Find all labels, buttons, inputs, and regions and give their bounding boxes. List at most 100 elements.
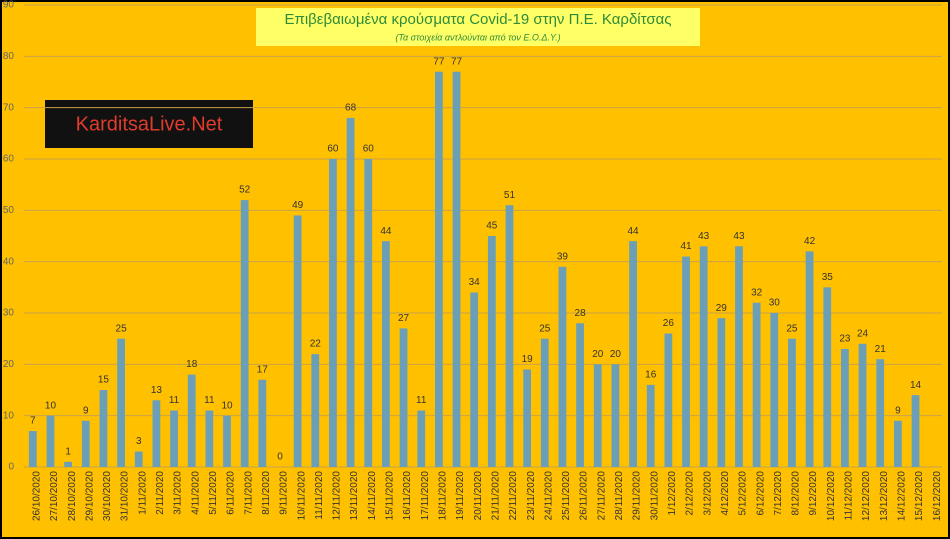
value-label: 77 — [451, 56, 463, 67]
value-label: 7 — [30, 416, 36, 427]
bar — [417, 410, 426, 467]
x-tick-label: 5/12/2020 — [738, 471, 749, 516]
x-tick-label: 31/10/2020 — [120, 471, 131, 521]
bar — [911, 395, 920, 467]
x-tick-label: 5/11/2020 — [208, 471, 219, 515]
value-label: 25 — [116, 323, 128, 334]
bar — [99, 390, 108, 467]
x-tick-label: 1/11/2020 — [137, 471, 148, 515]
value-label: 1 — [65, 447, 71, 458]
bar — [187, 374, 196, 467]
value-label: 21 — [875, 344, 887, 355]
y-tick-label: 20 — [3, 359, 15, 370]
value-label: 25 — [539, 323, 551, 334]
bar — [399, 328, 408, 467]
value-label: 41 — [680, 241, 692, 252]
bar — [223, 415, 231, 467]
value-label: 17 — [257, 364, 269, 375]
bar — [629, 241, 637, 467]
value-label: 16 — [645, 370, 657, 381]
x-tick-label: 29/11/2020 — [632, 471, 643, 521]
x-tick-label: 12/12/2020 — [861, 471, 872, 521]
y-tick-label: 40 — [3, 256, 15, 267]
bar — [788, 338, 796, 467]
x-tick-label: 13/12/2020 — [879, 471, 890, 521]
x-tick-label: 18/11/2020 — [438, 471, 449, 521]
chart-title: Επιβεβαιωμένα κρούσματα Covid-19 στην Π.… — [284, 11, 671, 28]
x-tick-label: 28/10/2020 — [67, 471, 78, 521]
bar — [434, 71, 443, 467]
x-tick-label: 7/12/2020 — [773, 471, 784, 516]
x-tick-label: 16/11/2020 — [402, 471, 413, 521]
bar — [858, 343, 867, 467]
x-tick-label: 24/11/2020 — [543, 471, 554, 521]
bar — [717, 318, 726, 467]
value-label: 20 — [592, 349, 604, 360]
x-tick-label: 6/11/2020 — [226, 471, 237, 515]
value-label: 9 — [895, 405, 901, 416]
value-label: 14 — [910, 380, 922, 391]
x-tick-label: 22/11/2020 — [508, 471, 519, 521]
value-label: 0 — [277, 452, 283, 463]
value-label: 68 — [345, 103, 357, 114]
bar — [805, 251, 814, 467]
value-label: 34 — [469, 277, 481, 288]
x-tick-label: 26/11/2020 — [579, 471, 590, 521]
bar — [382, 241, 390, 467]
bar — [558, 266, 567, 467]
bar — [170, 410, 178, 467]
bar — [258, 379, 267, 467]
bar — [46, 415, 55, 467]
value-label: 77 — [433, 56, 445, 67]
x-tick-label: 3/12/2020 — [702, 471, 713, 516]
bar — [770, 313, 779, 467]
x-tick-label: 4/11/2020 — [190, 471, 201, 515]
x-tick-label: 27/10/2020 — [49, 471, 60, 521]
value-label: 10 — [221, 400, 233, 411]
logo: KarditsaLive.Net — [76, 113, 223, 135]
chart-subtitle: (Τα στοιχεία αντλούνται από τον Ε.Ο.Δ.Υ.… — [395, 32, 560, 42]
bar — [576, 323, 584, 467]
x-tick-label: 21/11/2020 — [490, 471, 501, 521]
value-label: 26 — [663, 318, 675, 329]
x-tick-label: 11/11/2020 — [314, 471, 325, 520]
value-label: 10 — [45, 400, 57, 411]
x-tick-label: 1/12/2020 — [667, 471, 678, 516]
bar — [646, 384, 655, 467]
x-tick-label: 8/12/2020 — [791, 471, 802, 516]
x-tick-label: 15/12/2020 — [914, 471, 925, 521]
bar — [752, 302, 761, 467]
bar — [523, 369, 532, 467]
x-tick-label: 17/11/2020 — [420, 471, 431, 521]
x-tick-label: 30/11/2020 — [649, 471, 660, 521]
x-tick-label: 13/11/2020 — [349, 471, 360, 521]
bar — [134, 451, 143, 467]
value-label: 35 — [822, 272, 834, 283]
value-label: 43 — [698, 231, 710, 242]
value-label: 24 — [857, 328, 869, 339]
bar — [152, 400, 161, 467]
value-label: 44 — [380, 226, 392, 237]
x-tick-label: 9/11/2020 — [279, 471, 290, 515]
bar — [841, 348, 849, 467]
x-tick-label: 4/12/2020 — [720, 471, 731, 516]
value-label: 42 — [804, 236, 816, 247]
value-label: 25 — [786, 323, 798, 334]
value-label: 45 — [486, 221, 498, 232]
x-tick-label: 2/11/2020 — [155, 471, 166, 515]
bar — [329, 159, 337, 467]
bar — [28, 431, 37, 467]
x-tick-label: 26/10/2020 — [31, 471, 42, 521]
value-label: 49 — [292, 200, 304, 211]
value-label: 22 — [310, 339, 322, 350]
y-tick-label: 90 — [3, 0, 15, 11]
title-box — [256, 8, 700, 46]
y-tick-label: 0 — [8, 462, 14, 473]
value-label: 11 — [169, 395, 180, 406]
bar — [682, 256, 690, 467]
value-label: 11 — [204, 395, 215, 406]
value-label: 52 — [239, 185, 251, 196]
bar — [364, 159, 373, 467]
value-label: 9 — [83, 405, 89, 416]
